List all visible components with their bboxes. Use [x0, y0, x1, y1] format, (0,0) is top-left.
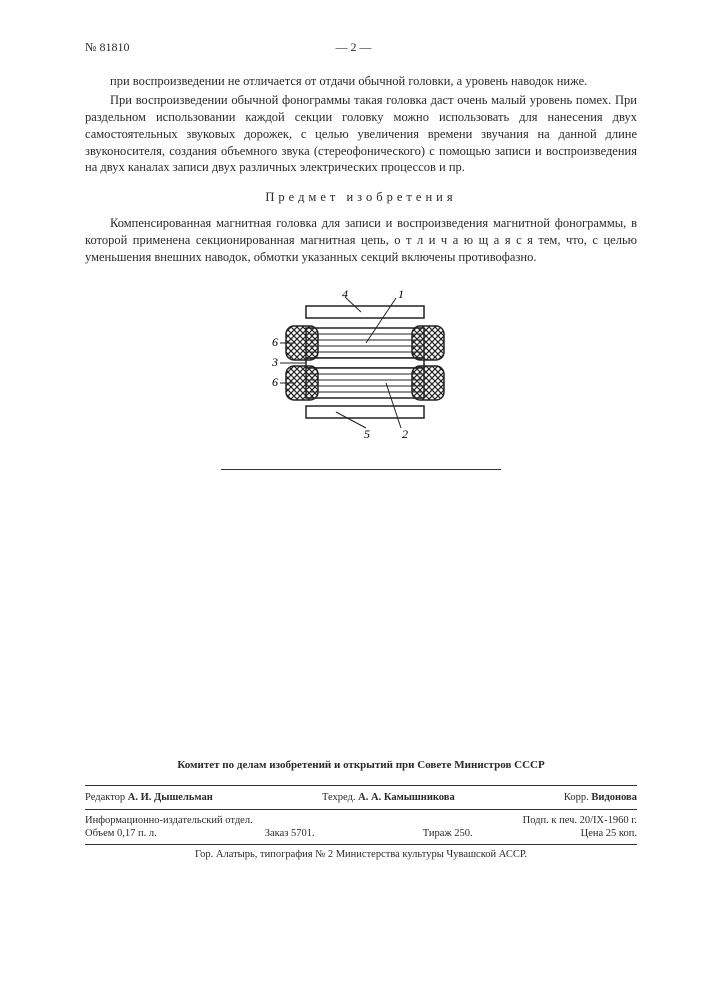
pub-row-1: Информационно-издательский отдел. Подп. … — [85, 814, 637, 827]
fig-label-3: 3 — [271, 355, 278, 369]
rule-1 — [85, 785, 637, 786]
printer-line: Гор. Алатырь, типография № 2 Министерств… — [85, 849, 637, 860]
fig-label-4: 4 — [342, 288, 348, 301]
editor: Редактор А. И. Дышельман — [85, 792, 213, 803]
signed-date: Подп. к печ. 20/IX-1960 г. — [523, 815, 637, 826]
figure-svg: 1 4 6 3 6 5 2 — [246, 288, 476, 443]
committee-line: Комитет по делам изобретений и открытий … — [85, 759, 637, 771]
claim-text: Компенсированная магнитная головка для з… — [85, 215, 637, 266]
credits-row: Редактор А. И. Дышельман Техред. А. А. К… — [85, 790, 637, 805]
figure: 1 4 6 3 6 5 2 — [246, 288, 476, 443]
section-title: Предмет изобретения — [85, 190, 637, 205]
price: Цена 25 коп. — [581, 828, 637, 839]
order-no: Заказ 5701. — [265, 828, 315, 839]
rule-2 — [85, 809, 637, 810]
corrector: Корр. Видонова — [564, 792, 637, 803]
body-text: при воспроизведении не отличается от отд… — [85, 73, 637, 176]
info-dept: Информационно-издательский отдел. — [85, 815, 253, 826]
fig-label-1: 1 — [398, 288, 404, 301]
page-header: № 81810 — 2 — — [85, 40, 637, 55]
patent-number: № 81810 — [85, 40, 129, 55]
footer: Комитет по делам изобретений и открытий … — [85, 759, 637, 860]
tech-editor: Техред. А. А. Камышникова — [322, 792, 455, 803]
fig-label-6b: 6 — [272, 375, 278, 389]
fig-label-2: 2 — [402, 427, 408, 441]
page: № 81810 — 2 — при воспроизведении не отл… — [0, 0, 707, 1000]
page-number: — 2 — — [336, 40, 372, 55]
paragraph-1: при воспроизведении не отличается от отд… — [85, 73, 637, 90]
pub-row-2: Объем 0,17 п. л. Заказ 5701. Тираж 250. … — [85, 827, 637, 840]
volume: Объем 0,17 п. л. — [85, 828, 157, 839]
fig-label-5: 5 — [364, 427, 370, 441]
rule-3 — [85, 844, 637, 845]
print-run: Тираж 250. — [423, 828, 473, 839]
claim-paragraph: Компенсированная магнитная головка для з… — [85, 215, 637, 266]
paragraph-2: При воспроизведении обычной фонограммы т… — [85, 92, 637, 176]
fig-label-6a: 6 — [272, 335, 278, 349]
figure-divider — [221, 469, 501, 470]
